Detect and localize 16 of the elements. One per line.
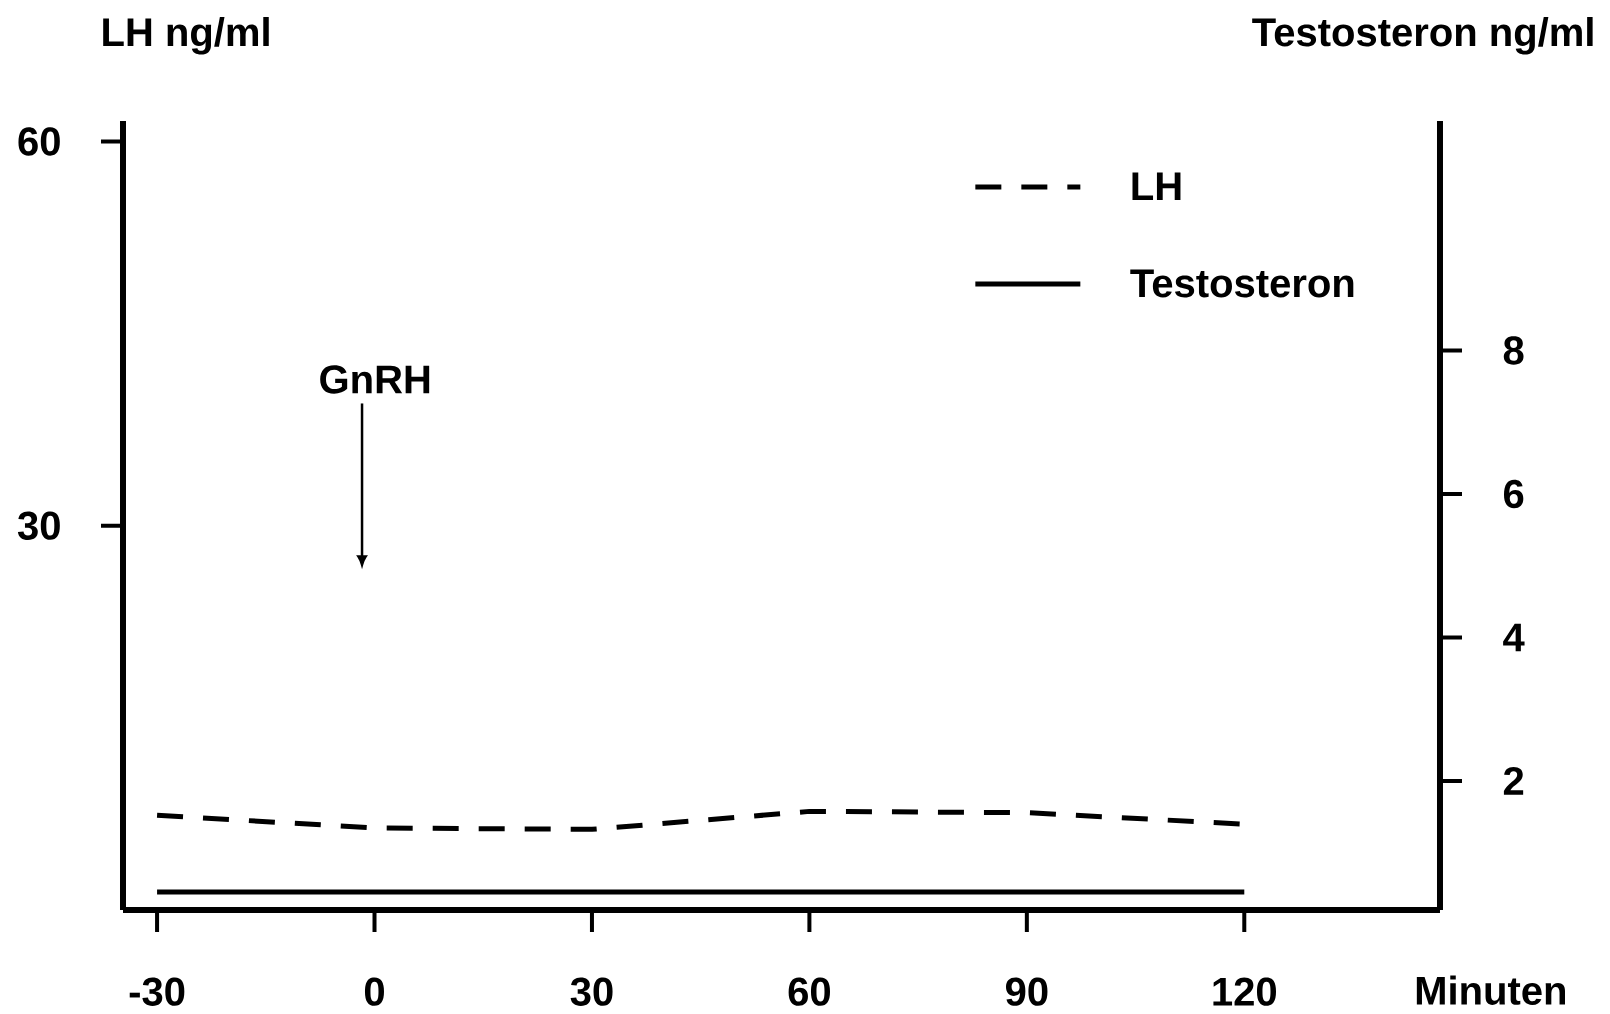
x-tick-label: 30 [570,977,613,1006]
x-tick-label: 120 [1213,977,1277,1006]
legend-label: LH [1132,172,1181,201]
x-tick-label: 90 [1005,977,1048,1006]
y2-tick-label: 2 [1503,766,1524,795]
annotation: GnRH [320,365,430,394]
y2-tick-label: 8 [1503,336,1524,365]
x-tick-label: 60 [788,977,830,1006]
legend-label: Testosteron [1130,269,1354,298]
y2-tick-label: 6 [1503,479,1524,509]
y-axis-title: LH ng/ml [103,17,269,55]
y2-axis-title: Testosteron ng/ml [1252,17,1593,55]
x-tick-label: -30 [129,977,185,1006]
y2-tick-label: 4 [1503,623,1525,652]
x-axis-title: Minuten [1416,975,1565,1005]
x-tick-label: 0 [364,977,384,1006]
